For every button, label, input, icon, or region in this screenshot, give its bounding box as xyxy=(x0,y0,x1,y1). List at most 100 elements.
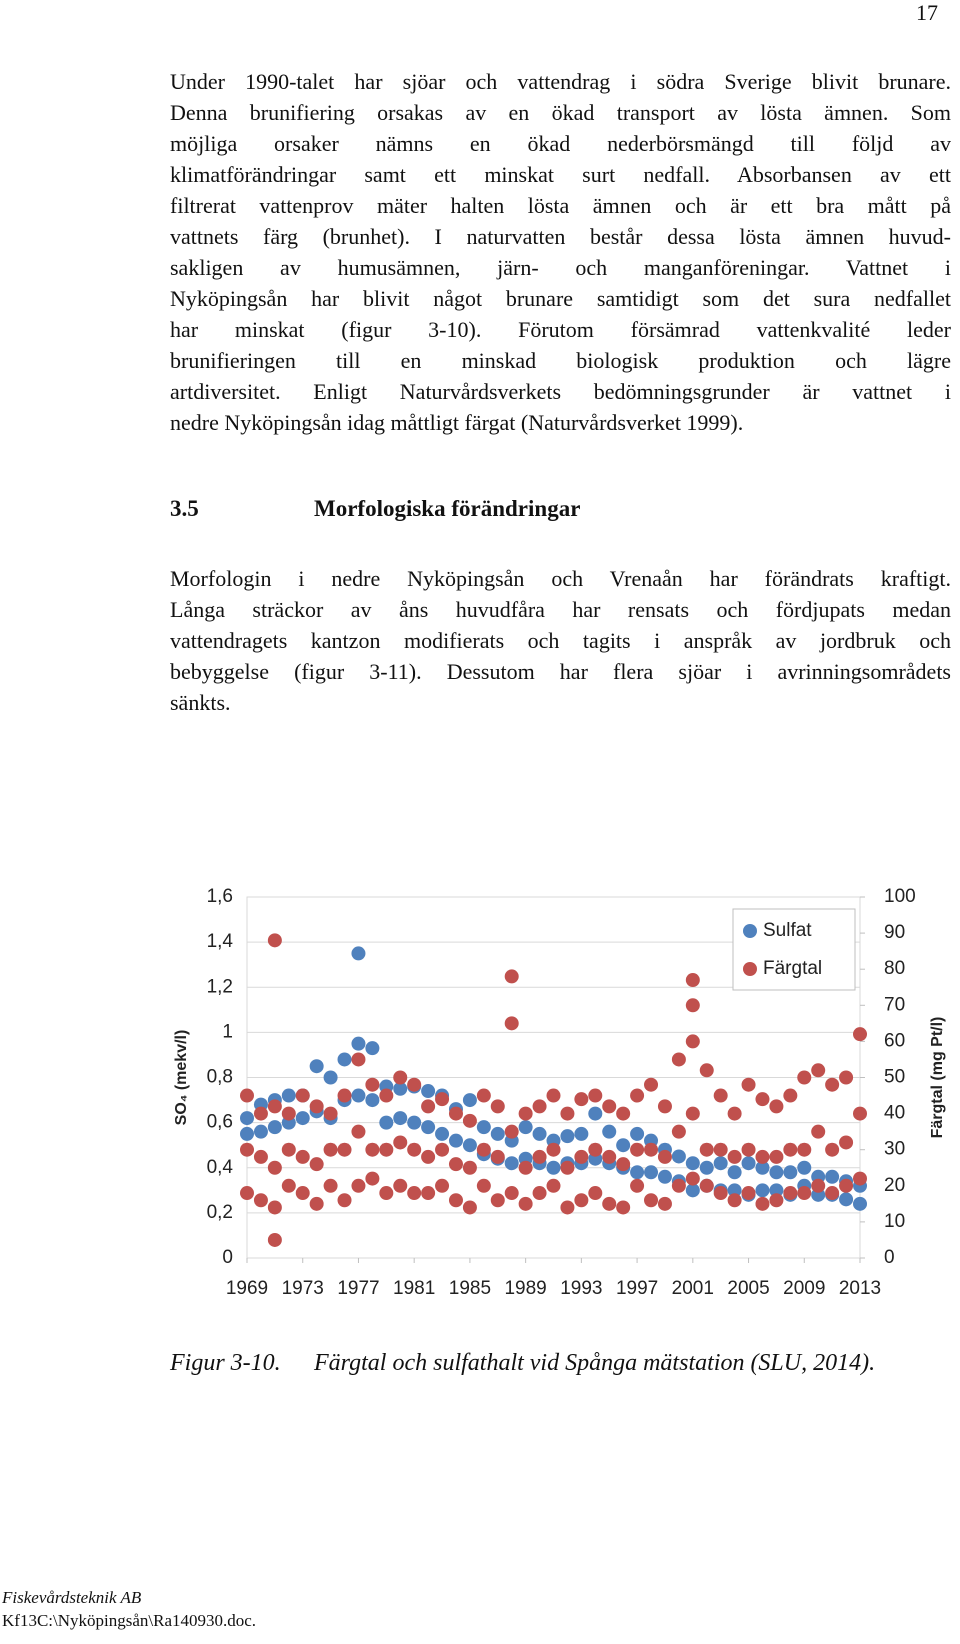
data-point xyxy=(240,1142,254,1157)
data-point xyxy=(727,1165,742,1180)
data-point xyxy=(379,1115,394,1130)
data-point xyxy=(490,1149,505,1164)
data-point xyxy=(379,1088,394,1103)
data-point xyxy=(365,1142,380,1157)
x-tick-label: 1993 xyxy=(560,1278,602,1299)
data-point xyxy=(783,1186,798,1201)
legend-label: Sulfat xyxy=(763,920,812,941)
data-point xyxy=(281,1142,296,1157)
data-point xyxy=(435,1142,450,1157)
data-point xyxy=(685,1183,700,1198)
text-line: möjliga orsaker nämns en ökad nederbörsm… xyxy=(170,131,951,156)
x-tick-label: 2001 xyxy=(672,1278,714,1299)
y-tick-label: 0 xyxy=(222,1247,233,1268)
caption-label: Figur 3-10. xyxy=(170,1350,281,1376)
data-point xyxy=(574,1126,589,1141)
data-point xyxy=(755,1196,770,1211)
section-number: 3.5 xyxy=(170,496,199,521)
data-point xyxy=(560,1106,575,1121)
text-line: har minskat (figur 3-10). Förutom försäm… xyxy=(170,317,951,342)
data-point xyxy=(560,1129,575,1144)
data-point xyxy=(532,1149,547,1164)
section-title: Morfologiska förändringar xyxy=(314,496,581,521)
data-point xyxy=(379,1186,394,1201)
data-point xyxy=(811,1124,826,1139)
data-point xyxy=(853,1196,867,1211)
text-line: vattendragets kantzon modifierats och ta… xyxy=(170,628,951,653)
data-point xyxy=(323,1070,338,1085)
data-point xyxy=(393,1070,408,1085)
data-point xyxy=(476,1120,491,1135)
data-point xyxy=(253,1193,268,1208)
data-point xyxy=(616,1157,631,1172)
data-point xyxy=(295,1186,310,1201)
text-line: bebyggelse (figur 3-11). Dessutom har fl… xyxy=(170,659,951,684)
y2-tick-label: 70 xyxy=(884,994,905,1015)
data-point xyxy=(407,1115,422,1130)
data-point xyxy=(295,1149,310,1164)
data-point xyxy=(351,1052,366,1067)
data-point xyxy=(435,1126,450,1141)
text-line: Långa sträckor av åns huvudfåra har rens… xyxy=(170,597,951,622)
data-point xyxy=(518,1160,533,1175)
x-tick-label: 2013 xyxy=(839,1278,881,1299)
data-point xyxy=(267,1232,282,1247)
data-point xyxy=(448,1157,463,1172)
y-tick-label: 1,4 xyxy=(207,931,234,952)
data-point xyxy=(769,1149,784,1164)
text-line: klimatförändringar samt ett minskat surt… xyxy=(170,162,951,187)
data-point xyxy=(671,1052,686,1067)
data-point xyxy=(685,1156,700,1171)
data-point xyxy=(253,1106,268,1121)
x-tick-label: 1981 xyxy=(393,1278,435,1299)
data-point xyxy=(240,1111,254,1126)
y2-tick-label: 80 xyxy=(884,958,905,979)
x-tick-label: 1985 xyxy=(449,1278,491,1299)
data-point xyxy=(825,1169,840,1184)
x-tick-label: 1997 xyxy=(616,1278,658,1299)
data-point xyxy=(448,1106,463,1121)
data-point xyxy=(337,1142,352,1157)
data-point xyxy=(797,1186,812,1201)
data-point xyxy=(685,1171,700,1186)
data-point xyxy=(267,1120,282,1135)
y2-tick-label: 50 xyxy=(884,1067,905,1088)
data-point xyxy=(532,1099,547,1114)
data-point xyxy=(421,1186,436,1201)
data-point xyxy=(407,1142,422,1157)
data-point xyxy=(769,1183,784,1198)
data-point xyxy=(657,1099,672,1114)
text-line: nedre Nyköpingsån idag måttligt färgat (… xyxy=(170,410,744,435)
data-point xyxy=(351,946,366,961)
data-point xyxy=(699,1160,714,1175)
data-point xyxy=(727,1149,742,1164)
data-point xyxy=(839,1192,854,1207)
data-point xyxy=(421,1099,436,1114)
data-point xyxy=(351,1036,366,1051)
data-point xyxy=(755,1092,770,1107)
text-line: Denna brunifiering orsakas av en ökad tr… xyxy=(170,100,951,125)
data-point xyxy=(616,1200,631,1215)
data-point xyxy=(616,1138,631,1153)
text-line: artdiversitet. Enligt Naturvårdsverkets … xyxy=(170,379,951,404)
caption-text: Färgtal och sulfathalt vid Spånga mätsta… xyxy=(314,1350,876,1376)
data-point xyxy=(588,1106,603,1121)
paragraph: Morfologin i nedre Nyköpingsån och Vrena… xyxy=(170,563,951,718)
data-point xyxy=(839,1070,854,1085)
data-point xyxy=(309,1059,324,1074)
data-point xyxy=(713,1088,728,1103)
data-point xyxy=(365,1041,380,1056)
data-point xyxy=(602,1149,617,1164)
data-point xyxy=(462,1113,477,1128)
data-point xyxy=(323,1178,338,1193)
data-point xyxy=(337,1088,352,1103)
data-point xyxy=(462,1200,477,1215)
data-point xyxy=(365,1171,380,1186)
data-point xyxy=(504,1186,519,1201)
data-point xyxy=(462,1093,477,1108)
data-point xyxy=(685,973,700,988)
data-point xyxy=(783,1165,798,1180)
data-point xyxy=(727,1193,742,1208)
text-line: Morfologin i nedre Nyköpingsån och Vrena… xyxy=(170,566,951,591)
data-point xyxy=(853,1027,867,1042)
